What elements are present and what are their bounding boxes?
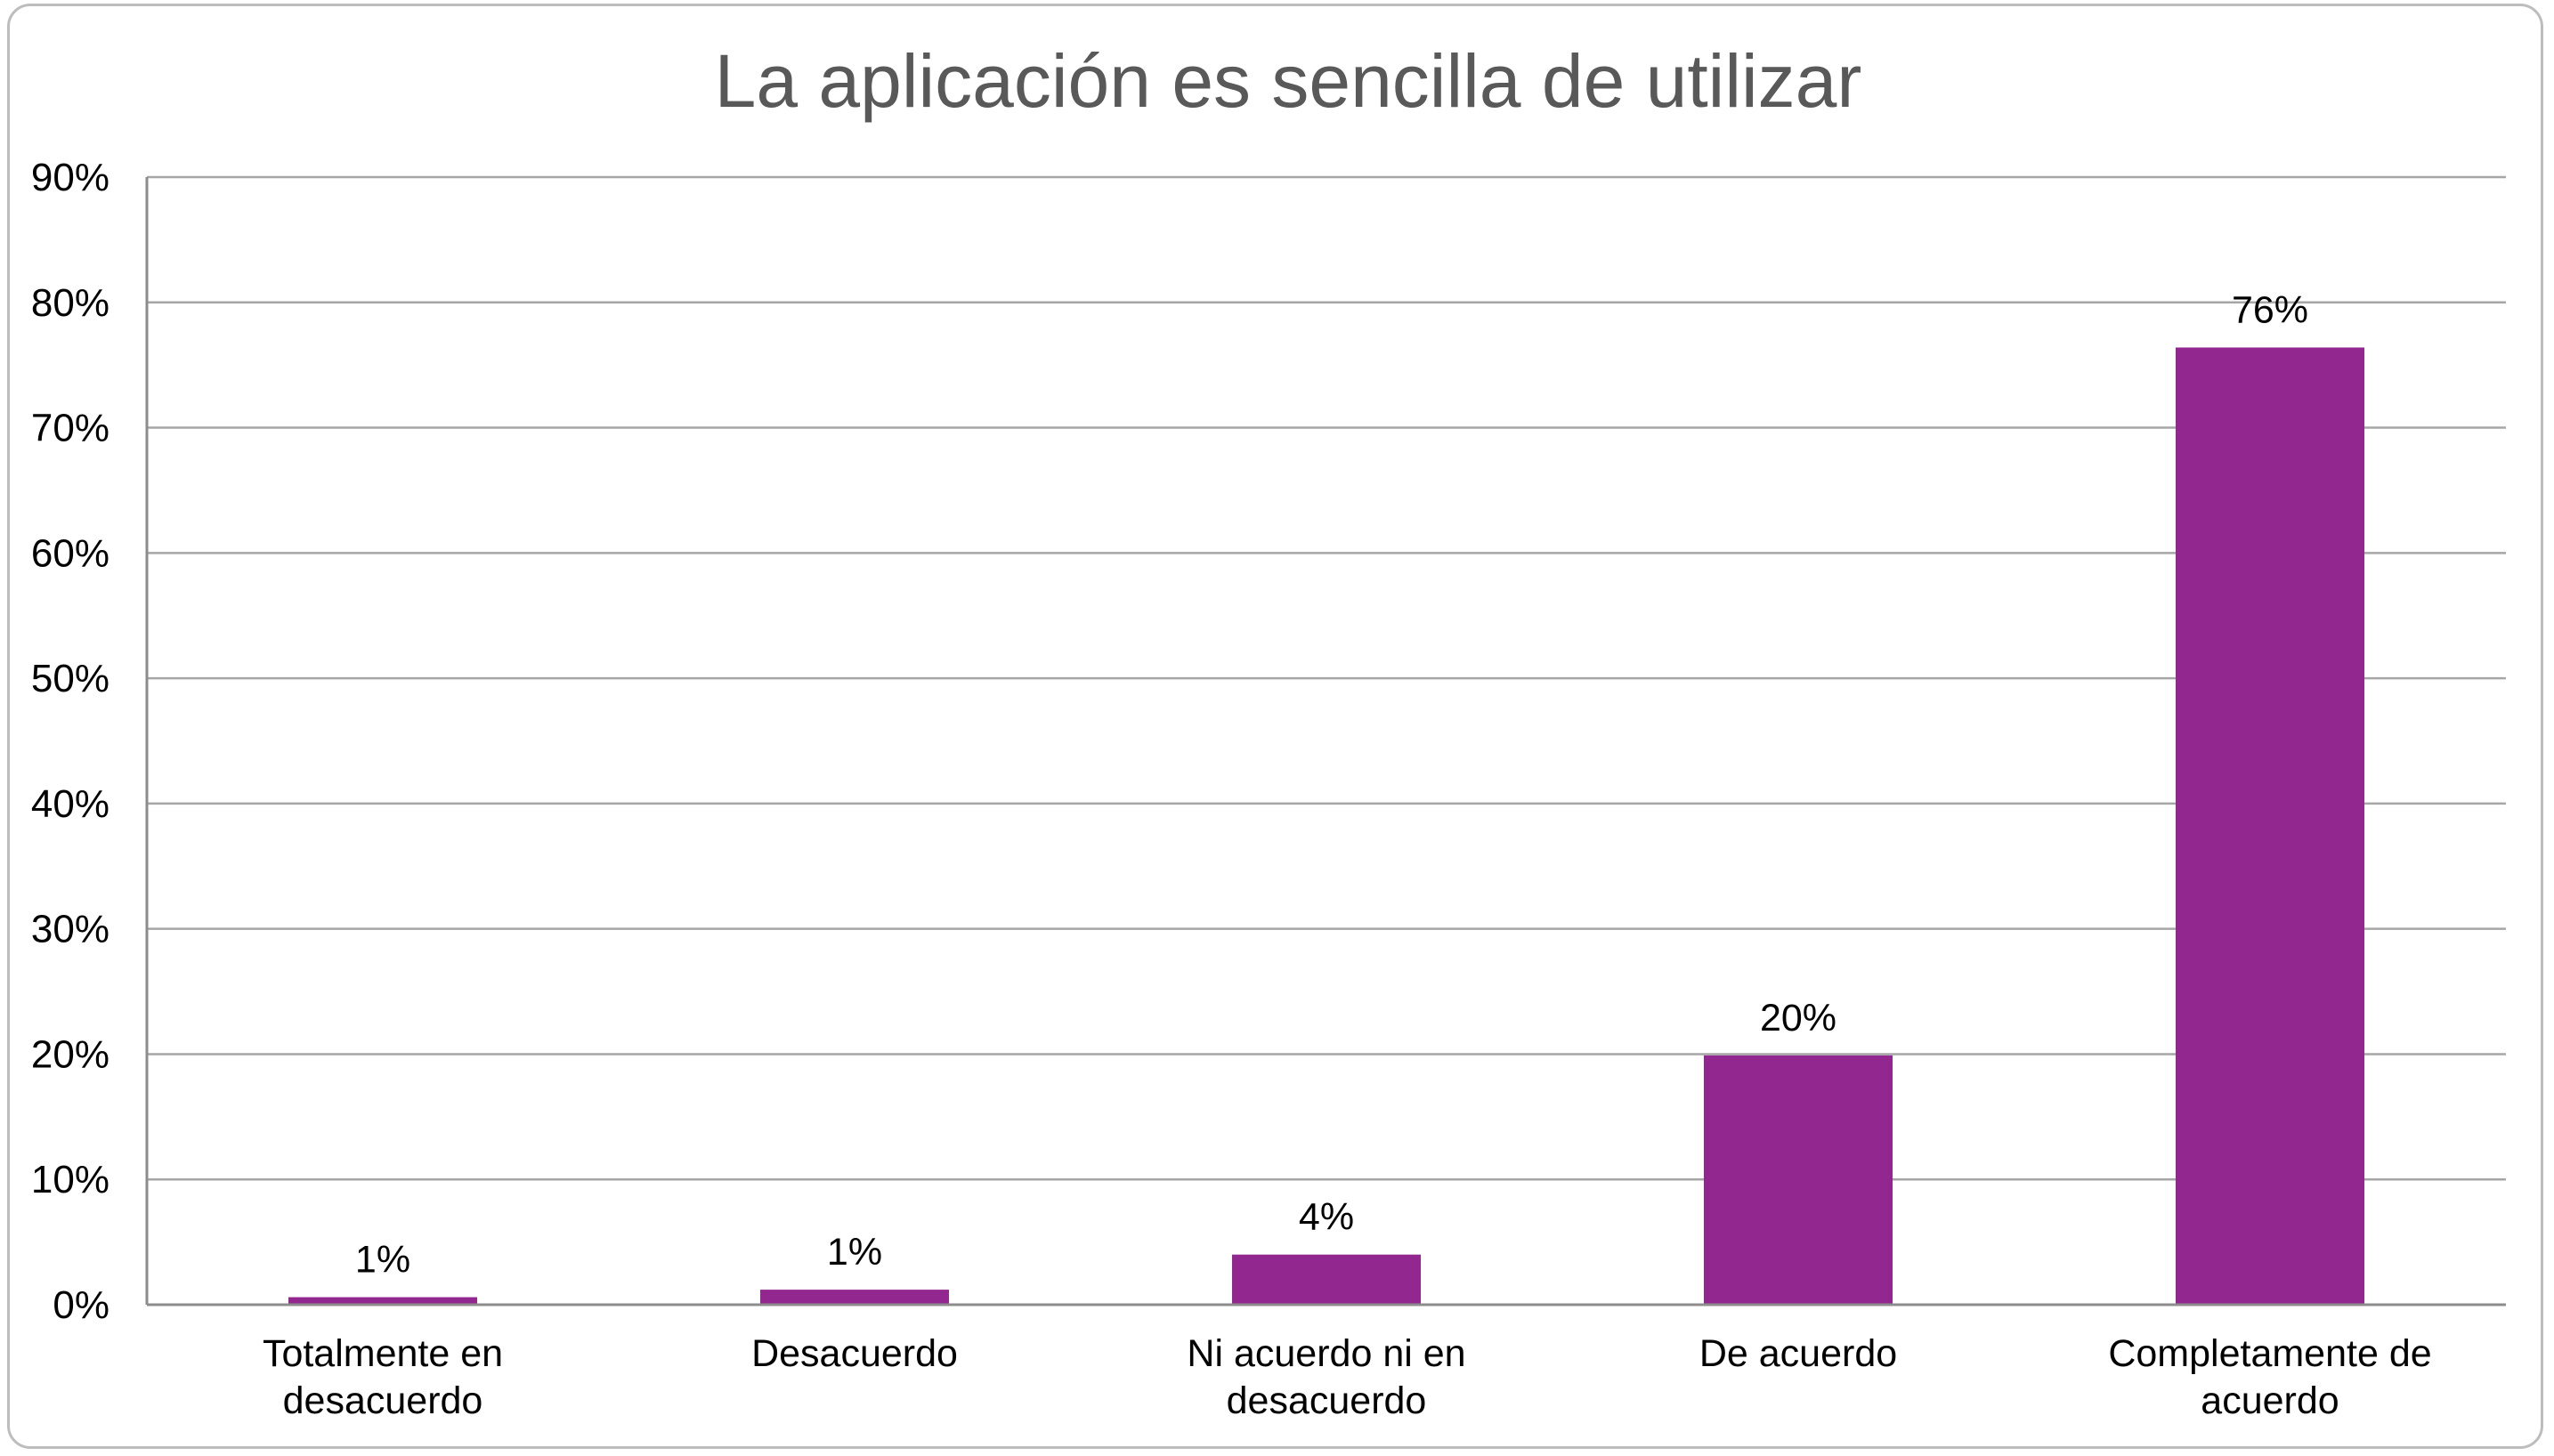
y-tick-label: 30% xyxy=(31,908,109,951)
data-labels: 1% 1% 4% 20% 76% xyxy=(355,288,2308,1281)
data-label: 1% xyxy=(355,1239,410,1282)
bar xyxy=(288,1297,477,1305)
x-category-label: desacuerdo xyxy=(283,1379,483,1422)
y-tick-label: 90% xyxy=(31,156,109,199)
y-tick-label: 60% xyxy=(31,531,109,575)
x-category-label: Completamente de xyxy=(2108,1332,2431,1375)
y-tick-label: 70% xyxy=(31,407,109,450)
bars xyxy=(288,347,2364,1305)
data-label: 20% xyxy=(1760,997,1836,1039)
chart-frame xyxy=(7,4,2543,1449)
x-category-label: Ni acuerdo ni en xyxy=(1187,1332,1465,1375)
x-category-label: Totalmente en xyxy=(263,1332,503,1375)
y-axis-ticks: 0% 10% 20% 30% 40% 50% 60% 70% 80% 90% xyxy=(31,156,109,1327)
data-label: 4% xyxy=(1299,1196,1354,1239)
bar xyxy=(760,1290,949,1305)
y-tick-label: 80% xyxy=(31,281,109,325)
bar xyxy=(1704,1055,1893,1305)
data-label: 1% xyxy=(827,1231,882,1274)
y-tick-label: 10% xyxy=(31,1158,109,1201)
y-tick-label: 50% xyxy=(31,657,109,700)
x-category-label: desacuerdo xyxy=(1227,1379,1427,1422)
x-category-label: acuerdo xyxy=(2201,1379,2339,1422)
y-tick-label: 20% xyxy=(31,1032,109,1076)
gridlines xyxy=(147,175,2506,1181)
data-label: 76% xyxy=(2232,288,2308,331)
bar xyxy=(1232,1254,1421,1305)
y-tick-label: 40% xyxy=(31,782,109,826)
x-category-label: De acuerdo xyxy=(1699,1332,1897,1375)
y-tick-label: 0% xyxy=(53,1283,109,1327)
chart-title: La aplicación es sencilla de utilizar xyxy=(715,39,1862,123)
x-category-label: Desacuerdo xyxy=(751,1332,958,1375)
bar xyxy=(2176,347,2364,1305)
